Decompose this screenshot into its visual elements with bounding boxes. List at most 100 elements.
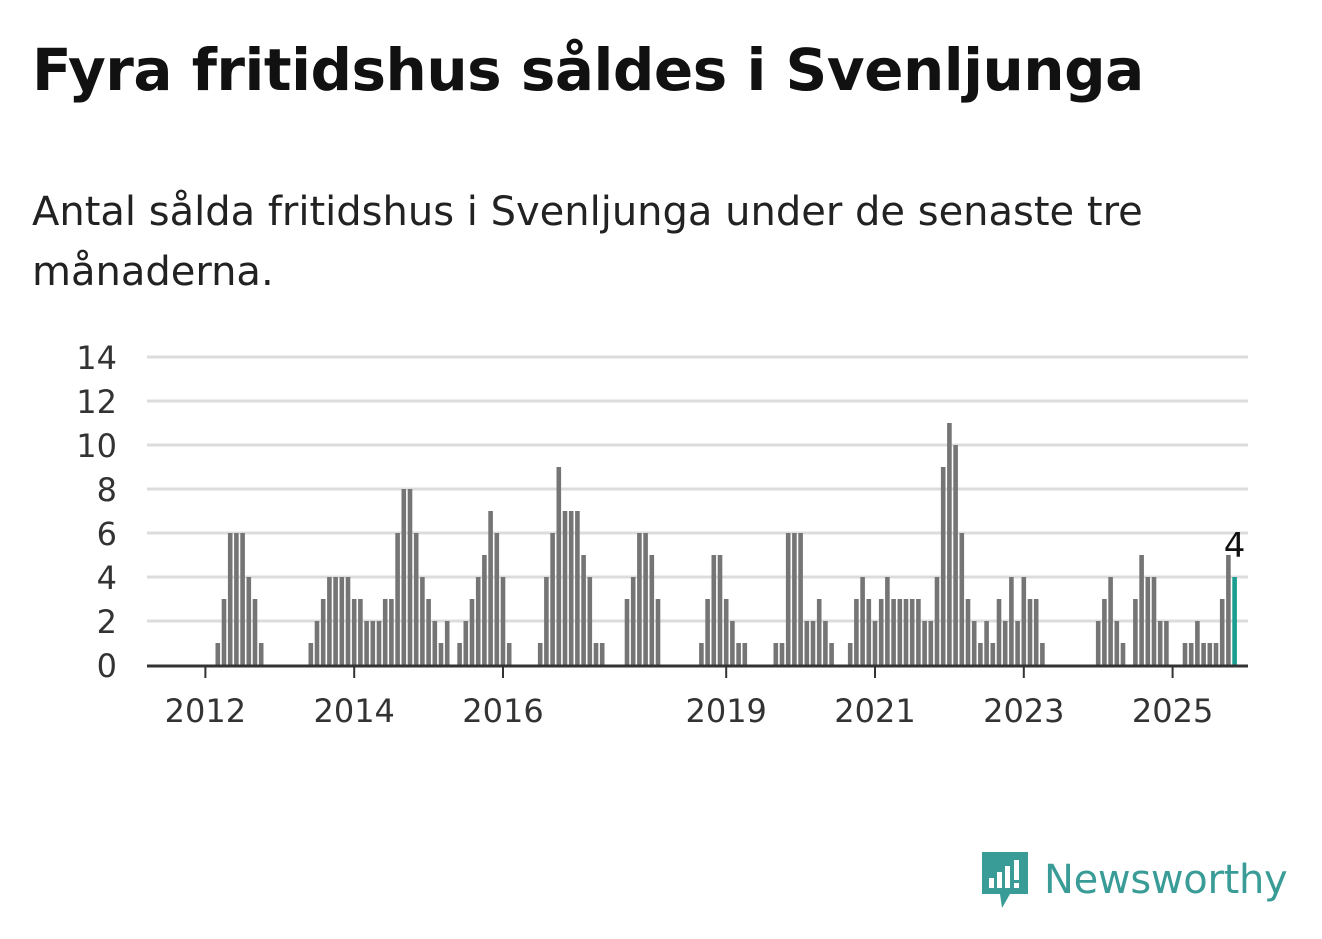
bar bbox=[717, 555, 723, 665]
bar bbox=[475, 577, 481, 665]
chart-bars bbox=[215, 423, 1237, 665]
bar bbox=[575, 511, 580, 665]
bar bbox=[1102, 599, 1107, 665]
bar bbox=[624, 599, 630, 665]
bar bbox=[432, 621, 438, 665]
bar bbox=[413, 533, 419, 665]
bar bbox=[1114, 621, 1120, 665]
bar bbox=[215, 643, 221, 665]
bar bbox=[1207, 643, 1213, 665]
bar bbox=[407, 489, 413, 665]
newsworthy-logo: Newsworthy bbox=[980, 850, 1288, 910]
y-tick-label: 10 bbox=[76, 427, 117, 465]
bar bbox=[537, 643, 543, 665]
bar bbox=[1095, 621, 1101, 665]
bar bbox=[922, 621, 927, 665]
bar bbox=[389, 599, 394, 665]
bar bbox=[320, 599, 326, 665]
bar bbox=[723, 599, 729, 665]
bar bbox=[556, 467, 562, 665]
bar bbox=[742, 643, 748, 665]
bar bbox=[426, 599, 431, 665]
bar bbox=[996, 599, 1002, 665]
bar bbox=[984, 621, 989, 665]
x-tick-label: 2014 bbox=[313, 692, 394, 730]
bar bbox=[1157, 621, 1163, 665]
bar bbox=[891, 599, 896, 665]
chart-annotation: 4 bbox=[1224, 526, 1246, 566]
bar bbox=[1040, 643, 1045, 665]
bar bbox=[581, 555, 586, 665]
bar bbox=[1002, 621, 1008, 665]
bar bbox=[227, 533, 233, 665]
bar bbox=[494, 533, 500, 665]
bar-chart: 0 2 4 6 8 10 12 14 2012 2014 2016 2019 2021 2023 2025… bbox=[76, 339, 1248, 730]
x-axis: 2012 2014 2016 2019 2021 2023 2025 bbox=[147, 664, 1248, 730]
bar bbox=[711, 555, 717, 665]
bar bbox=[351, 599, 357, 665]
y-tick-label: 12 bbox=[76, 383, 117, 421]
bar bbox=[568, 511, 574, 665]
bar bbox=[221, 599, 227, 665]
bar bbox=[488, 511, 493, 665]
bar bbox=[234, 533, 239, 665]
bar bbox=[1009, 577, 1014, 665]
bar bbox=[655, 599, 661, 665]
logo-text: Newsworthy bbox=[1044, 857, 1288, 903]
bar bbox=[847, 643, 853, 665]
bar bbox=[1201, 643, 1206, 665]
bar bbox=[785, 533, 791, 665]
bar bbox=[358, 599, 363, 665]
x-tick-label: 2019 bbox=[685, 692, 766, 730]
highlight-value-label: 4 bbox=[1224, 526, 1246, 566]
bar bbox=[990, 643, 996, 665]
x-tick-label: 2012 bbox=[165, 692, 246, 730]
y-tick-label: 0 bbox=[97, 647, 117, 685]
bar bbox=[469, 599, 475, 665]
bar bbox=[457, 643, 462, 665]
bar bbox=[593, 643, 599, 665]
x-tick-label: 2021 bbox=[834, 692, 915, 730]
bar bbox=[1164, 621, 1169, 665]
y-tick-label: 8 bbox=[97, 471, 117, 509]
bar bbox=[1139, 555, 1144, 665]
bar bbox=[816, 599, 822, 665]
bar bbox=[643, 533, 648, 665]
bar bbox=[885, 577, 890, 665]
bar bbox=[258, 643, 264, 665]
bar bbox=[854, 599, 859, 665]
bar bbox=[599, 643, 605, 665]
bar bbox=[550, 533, 555, 665]
bar bbox=[916, 599, 921, 665]
bar bbox=[482, 555, 487, 665]
bar bbox=[705, 599, 710, 665]
bar bbox=[327, 577, 332, 665]
bar bbox=[370, 621, 376, 665]
bar bbox=[1033, 599, 1039, 665]
bar bbox=[252, 599, 258, 665]
bar bbox=[395, 533, 400, 665]
bar bbox=[773, 643, 779, 665]
bar bbox=[978, 643, 983, 665]
bar bbox=[860, 577, 865, 665]
bar bbox=[1021, 577, 1027, 665]
y-tick-label: 14 bbox=[76, 339, 117, 377]
bar bbox=[630, 577, 636, 665]
y-axis: 0 2 4 6 8 10 12 14 bbox=[76, 339, 117, 685]
chart-gridlines bbox=[147, 355, 1248, 623]
bar bbox=[420, 577, 425, 665]
bar bbox=[959, 533, 965, 665]
bar bbox=[438, 643, 444, 665]
y-tick-label: 4 bbox=[97, 559, 117, 597]
bar bbox=[971, 621, 977, 665]
bar bbox=[364, 621, 369, 665]
bar bbox=[1195, 621, 1200, 665]
bar bbox=[500, 577, 506, 665]
x-tick-label: 2023 bbox=[983, 692, 1064, 730]
bar bbox=[792, 533, 797, 665]
bar bbox=[333, 577, 338, 665]
bar bbox=[1145, 577, 1151, 665]
bar bbox=[308, 643, 314, 665]
x-tick-label: 2025 bbox=[1132, 692, 1213, 730]
x-tick-label: 2016 bbox=[462, 692, 543, 730]
